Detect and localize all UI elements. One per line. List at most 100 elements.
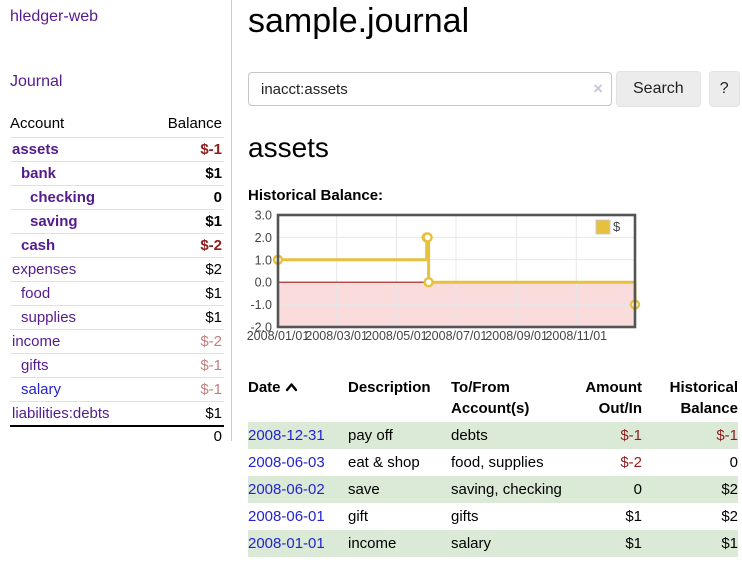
account-link-salary[interactable]: salary xyxy=(21,381,62,398)
app-title-link[interactable]: hledger-web xyxy=(10,8,99,25)
transaction-description: pay off xyxy=(348,427,393,444)
account-link-assets[interactable]: assets xyxy=(12,141,59,158)
clear-search-icon[interactable]: × xyxy=(593,79,603,98)
accounts-header-account: Account xyxy=(10,115,65,132)
svg-text:-1.0: -1.0 xyxy=(250,298,272,312)
main-content: sample.journal × Search ? assets Histori… xyxy=(232,0,742,582)
transaction-amount: 0 xyxy=(633,481,642,498)
transaction-date-link[interactable]: 2008-01-01 xyxy=(248,535,325,552)
account-balance: $1 xyxy=(146,305,224,330)
account-balance: $-2 xyxy=(146,329,224,354)
register-header-date-label: Date xyxy=(248,379,281,396)
accounts-header-balance: Balance xyxy=(167,115,222,132)
register-table: Date Description To/From Account(s) Amou… xyxy=(248,374,738,557)
page-title: sample.journal xyxy=(248,2,470,40)
register-header-date[interactable]: Date xyxy=(248,374,348,422)
svg-text:2008/09/01: 2008/09/01 xyxy=(485,329,548,343)
register-header-amount: Amount Out/In xyxy=(585,379,642,417)
account-link-food[interactable]: food xyxy=(21,285,51,302)
account-balance: $1 xyxy=(146,161,224,186)
sidebar: hledger-web Journal Account Balance asse… xyxy=(0,0,232,582)
transaction-date-link: 2008-01-01 xyxy=(248,530,348,557)
account-link-income[interactable]: income xyxy=(12,333,61,350)
account-link-gifts[interactable]: gifts xyxy=(21,357,49,374)
account-link-cash[interactable]: cash xyxy=(21,237,56,254)
register-header-balance: Historical Balance xyxy=(669,379,738,417)
balance-chart-svg: $3.0 2.0 1.0 0.0 -1.0 -2.02008/01/012008/03/0… xyxy=(247,209,641,343)
svg-text:1.0: 1.0 xyxy=(255,253,272,267)
transaction-accounts: debts xyxy=(451,427,488,444)
account-row: expenses $2 xyxy=(10,257,224,282)
transaction-balance: 0 xyxy=(729,454,738,471)
account-link-liabilities-debts[interactable]: liabilities:debts xyxy=(12,405,110,422)
svg-text:2.0: 2.0 xyxy=(255,231,272,245)
svg-text:2008/07/01: 2008/07/01 xyxy=(425,329,488,343)
account-balance: 0 xyxy=(146,185,224,210)
help-button[interactable]: ? xyxy=(708,71,740,107)
svg-text:2008/05/01: 2008/05/01 xyxy=(365,329,428,343)
transaction-balance: $2 xyxy=(721,481,738,498)
transaction-date-link: 2008-06-03 xyxy=(248,449,348,476)
account-balance: $1 xyxy=(146,401,224,426)
transaction-date-link[interactable]: 2008-06-03 xyxy=(248,454,325,471)
transaction-date-link[interactable]: 2008-06-02 xyxy=(248,481,325,498)
account-heading: assets xyxy=(248,132,329,163)
search-row: × Search ? xyxy=(248,71,742,107)
transaction-balance: $2 xyxy=(721,508,738,525)
svg-text:2008/01/01: 2008/01/01 xyxy=(247,329,310,343)
account-balance: $1 xyxy=(146,209,224,234)
journal-link[interactable]: Journal xyxy=(10,73,63,90)
accounts-header-row: Account Balance xyxy=(10,112,224,138)
balance-chart: $3.0 2.0 1.0 0.0 -1.0 -2.0 2008/01/01 2008/03/0… xyxy=(245,209,742,349)
account-row: assets $-1 xyxy=(10,137,224,162)
account-row: saving $1 xyxy=(10,209,224,234)
transaction-date-link[interactable]: 2008-06-01 xyxy=(248,508,325,525)
legend-label: $ xyxy=(613,219,621,234)
account-row: salary $-1 xyxy=(10,377,224,402)
legend-swatch xyxy=(595,219,611,235)
account-link-saving[interactable]: saving xyxy=(30,213,78,230)
search-button[interactable]: Search xyxy=(616,71,701,107)
search-input-wrap: × xyxy=(248,72,612,106)
transaction-description: eat & shop xyxy=(348,454,420,471)
register-row: 2008-06-03 eat & shop food, supplies $-2 0 xyxy=(248,449,738,476)
register-row: 2008-06-02 save saving, checking 0 $2 xyxy=(248,476,738,503)
search-input[interactable] xyxy=(248,72,612,106)
accounts-total-balance: 0 xyxy=(146,425,224,446)
transaction-accounts: food, supplies xyxy=(451,454,544,471)
account-row: income $-2 xyxy=(10,329,224,354)
chevron-up-icon xyxy=(285,377,298,398)
svg-text:2008/03/01: 2008/03/01 xyxy=(305,329,368,343)
account-balance: $1 xyxy=(146,281,224,306)
chart-title: Historical Balance: xyxy=(248,187,384,204)
register-row: 2008-12-31 pay off debts $-1 $-1 xyxy=(248,422,738,449)
register-header-accounts: To/From Account(s) xyxy=(451,379,530,417)
svg-text:0.0: 0.0 xyxy=(255,276,272,290)
account-link-bank[interactable]: bank xyxy=(21,165,57,182)
transaction-date-link: 2008-06-02 xyxy=(248,476,348,503)
accounts-table: Account Balance assets $-1 bank $1 checking 0… xyxy=(10,112,224,446)
account-link-expenses[interactable]: expenses xyxy=(12,261,77,278)
register-header-row: Date Description To/From Account(s) Amou… xyxy=(248,374,738,422)
transaction-date-link[interactable]: 2008-12-31 xyxy=(248,427,325,444)
svg-text:-2.0: -2.0 xyxy=(250,321,272,335)
accounts-total-spacer xyxy=(10,425,147,446)
transaction-amount: $1 xyxy=(625,535,642,552)
account-row: liabilities:debts $1 xyxy=(10,401,224,426)
transaction-amount: $1 xyxy=(625,508,642,525)
account-row: gifts $-1 xyxy=(10,353,224,378)
transaction-date-link: 2008-12-31 xyxy=(248,422,348,449)
register-row: 2008-01-01 income salary $1 $1 xyxy=(248,530,738,557)
register-header-description: Description xyxy=(348,379,431,396)
transaction-amount: $-2 xyxy=(620,454,642,471)
transaction-description: save xyxy=(348,481,380,498)
account-balance: $-1 xyxy=(146,353,224,378)
transaction-description: income xyxy=(348,535,397,552)
transaction-balance: $1 xyxy=(721,535,738,552)
account-link-supplies[interactable]: supplies xyxy=(21,309,77,326)
account-row: bank $1 xyxy=(10,161,224,186)
register-row: 2008-06-01 gift gifts $1 $2 xyxy=(248,503,738,530)
account-link-checking[interactable]: checking xyxy=(30,189,96,206)
account-row: cash $-2 xyxy=(10,233,224,258)
account-row: food $1 xyxy=(10,281,224,306)
